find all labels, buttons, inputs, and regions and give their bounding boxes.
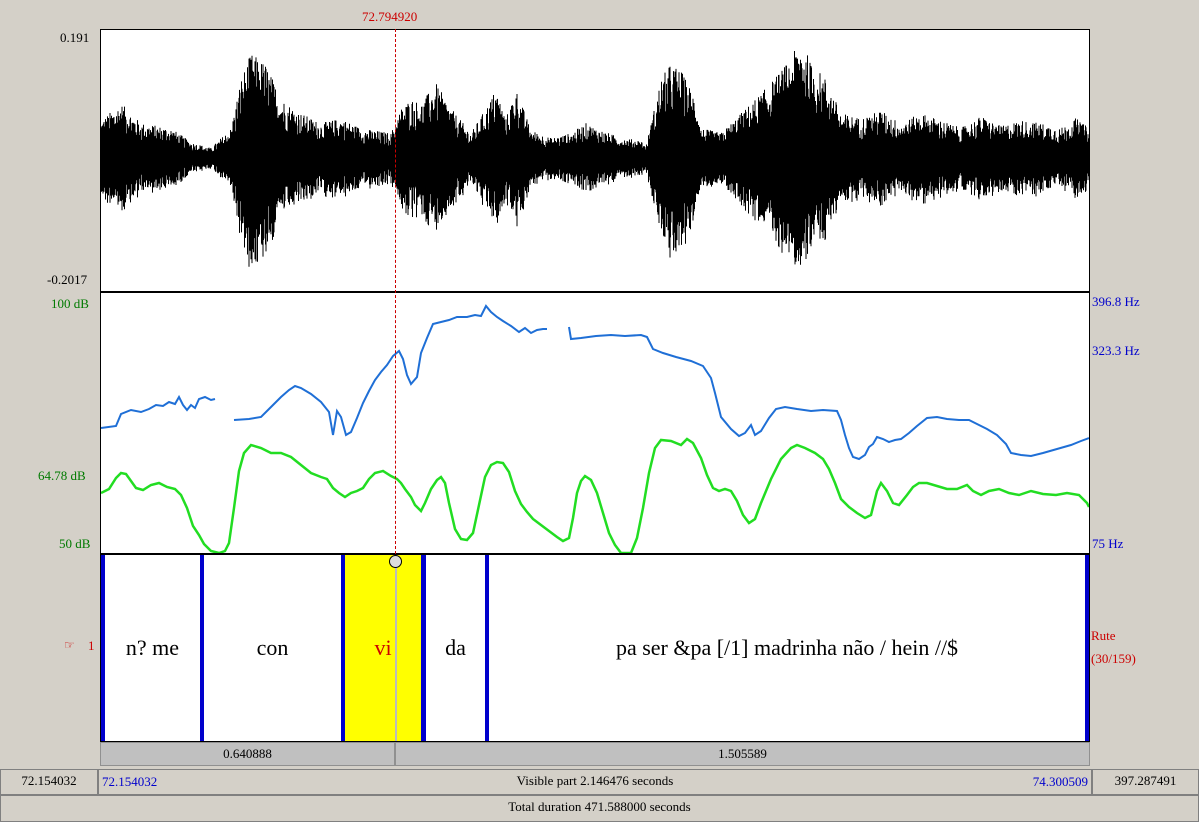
hz-bottom-label: 75 Hz	[1092, 536, 1124, 551]
interval-text[interactable]: n? me	[125, 635, 180, 660]
interval-text[interactable]: da	[445, 635, 466, 660]
cursor-handle[interactable]	[389, 555, 402, 568]
waveform-min-label: -0.2017	[47, 272, 88, 287]
interval-boundary[interactable]	[101, 555, 105, 741]
cursor-line-tier	[395, 559, 397, 741]
tier-count: (30/159)	[1091, 651, 1136, 666]
interval-boundary[interactable]	[421, 555, 426, 741]
waveform-trace	[101, 51, 1089, 267]
waveform-graph	[101, 51, 1089, 267]
tier-pointer-icon: ☞	[64, 638, 75, 652]
visible-start-time: 72.154032	[102, 774, 158, 789]
selection-right-duration[interactable]: 1.505589	[395, 742, 1090, 766]
intensity-contour	[101, 437, 1089, 553]
interval-boundary[interactable]	[341, 555, 345, 741]
hz-mid-label: 323.3 Hz	[1092, 343, 1140, 358]
window-start-time[interactable]: 72.154032	[0, 769, 98, 795]
db-top-label: 100 dB	[51, 296, 89, 311]
cursor-time-label: 72.794920	[362, 9, 418, 24]
interval-text-selected[interactable]: vi	[374, 635, 392, 660]
cursor-line	[395, 29, 396, 554]
visible-part-bar[interactable]: 72.154032 Visible part 2.146476 seconds …	[98, 769, 1092, 795]
db-bottom-label: 50 dB	[59, 536, 91, 551]
interval-boundary[interactable]	[1085, 555, 1089, 741]
pitch-contour-3	[568, 326, 1089, 461]
total-duration-bar[interactable]: Total duration 471.588000 seconds	[0, 795, 1199, 822]
selection-left-duration[interactable]: 0.640888	[100, 742, 395, 766]
analysis-panel[interactable]	[100, 292, 1090, 554]
visible-end-time: 74.300509	[1032, 774, 1088, 789]
interval-text[interactable]: pa ser &pa [/1] madrinha não / hein //$	[615, 635, 959, 660]
pitch-contour-1	[101, 394, 216, 429]
waveform-panel[interactable]	[100, 29, 1090, 292]
interval-boundary[interactable]	[200, 555, 204, 741]
waveform-max-label: 0.191	[60, 30, 90, 45]
interval-text[interactable]: con	[256, 635, 289, 660]
textgrid-tier[interactable]: n? me con vi da pa ser &pa [/1] madrinha…	[100, 554, 1090, 742]
tier-name: Rute	[1091, 628, 1116, 643]
interval-selected-highlight	[345, 555, 421, 741]
db-mid-label: 64.78 dB	[38, 468, 86, 483]
interval-boundary[interactable]	[485, 555, 489, 741]
pitch-contour-2	[233, 304, 547, 437]
visible-part-label: Visible part 2.146476 seconds	[516, 773, 674, 788]
window-end-time[interactable]: 397.287491	[1092, 769, 1199, 795]
analysis-graph	[101, 304, 1089, 553]
tier-number: 1	[88, 638, 95, 653]
hz-top-label: 396.8 Hz	[1092, 294, 1140, 309]
